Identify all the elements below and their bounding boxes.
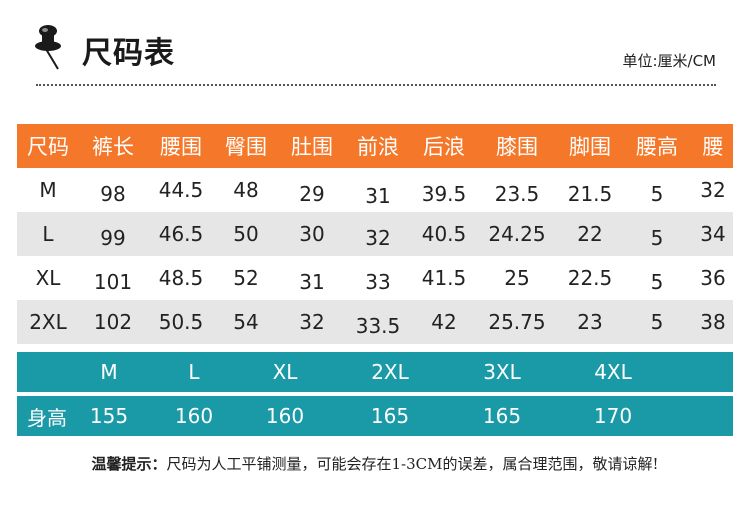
table-cell: 34 (700, 222, 726, 246)
table-cell: 50.5 (158, 310, 204, 334)
table-cell: 101 (93, 270, 133, 294)
size-cell: 3XL (483, 360, 521, 384)
height-cell: 165 (370, 404, 410, 428)
dotted-divider (36, 84, 716, 86)
page-title: 尺码表 (82, 36, 175, 71)
height-value-row: 身高 155 160 160 165 165 170 (17, 396, 733, 436)
table-row: XL 101 48.5 52 31 33 41.5 25 22.5 5 36 (17, 256, 733, 300)
table-row: L 99 46.5 50 30 32 40.5 24.25 22 5 34 (17, 212, 733, 256)
table-cell: 98 (100, 182, 126, 206)
table-cell: 48.5 (158, 266, 204, 290)
table-cell: 30 (299, 222, 325, 246)
table-cell: 5 (650, 226, 664, 250)
table-cell: 32 (365, 226, 391, 250)
table-cell: 25.75 (488, 310, 546, 334)
height-label: 身高 (27, 405, 67, 430)
table-cell: 48 (233, 178, 259, 202)
table-cell: 22 (577, 222, 603, 246)
table-cell: 5 (650, 182, 664, 206)
table-cell: 54 (233, 310, 259, 334)
table-cell: 2XL (29, 310, 67, 334)
table-row: 2XL 102 50.5 54 32 33.5 42 25.75 23 5 38 (17, 300, 733, 344)
size-cell: 4XL (594, 360, 632, 384)
height-cell: 160 (265, 404, 305, 428)
table-cell: 99 (100, 226, 126, 250)
table-cell: 32 (700, 178, 726, 202)
column-header: 脚围 (569, 135, 611, 159)
table-cell: 50 (233, 222, 259, 246)
column-header: 腰围 (160, 135, 202, 159)
size-table-header: 尺码 裤长 腰围 臀围 肚围 前浪 后浪 膝围 脚围 腰高 腰 (17, 124, 733, 168)
table-cell: 33.5 (355, 314, 401, 338)
height-cell: 170 (593, 404, 633, 428)
table-cell: 23.5 (494, 182, 540, 206)
table-cell: 32 (299, 310, 325, 334)
table-cell: 42 (431, 310, 457, 334)
table-cell: 41.5 (421, 266, 467, 290)
height-cell: 165 (482, 404, 522, 428)
table-row: M 98 44.5 48 29 31 39.5 23.5 21.5 5 32 (17, 168, 733, 212)
table-cell: XL (35, 266, 61, 290)
table-cell: 22.5 (567, 266, 613, 290)
table-cell: 36 (700, 266, 726, 290)
table-cell: 44.5 (158, 178, 204, 202)
table-cell: 31 (365, 184, 391, 208)
tip-note: 温馨提示：尺码为人工平铺测量，可能会存在1-3CM的误差，属合理范围，敬请谅解! (0, 453, 750, 474)
table-cell: 52 (233, 266, 259, 290)
column-header: 前浪 (357, 135, 399, 159)
size-cell: L (188, 360, 200, 384)
table-cell: 40.5 (421, 222, 467, 246)
table-cell: 31 (299, 270, 325, 294)
pushpin-icon (35, 25, 61, 70)
table-cell: 46.5 (158, 222, 204, 246)
height-cell: 155 (89, 404, 129, 428)
column-header: 臀围 (225, 135, 267, 159)
column-header: 后浪 (423, 135, 465, 159)
column-header: 裤长 (92, 135, 134, 159)
table-cell: 5 (650, 310, 664, 334)
table-cell: 39.5 (421, 182, 467, 206)
column-header: 腰 (702, 135, 724, 159)
size-cell: 2XL (371, 360, 409, 384)
table-cell: L (42, 222, 54, 246)
table-cell: 24.25 (488, 222, 546, 246)
height-cell: 160 (174, 404, 214, 428)
column-header: 肚围 (291, 135, 333, 159)
table-cell: 38 (700, 310, 726, 334)
unit-label: 单位:厘米/CM (622, 52, 716, 70)
column-header: 腰高 (636, 135, 678, 159)
tip-text: 尺码为人工平铺测量，可能会存在1-3CM的误差，属合理范围，敬请谅解! (166, 455, 659, 473)
table-cell: 102 (93, 310, 133, 334)
table-cell: 5 (650, 270, 664, 294)
table-cell: 21.5 (567, 182, 613, 206)
table-cell: 33 (365, 270, 391, 294)
size-table: 尺码 裤长 腰围 臀围 肚围 前浪 后浪 膝围 脚围 腰高 腰 M 98 44.… (17, 124, 733, 344)
column-header: 膝围 (496, 135, 538, 159)
size-cell: XL (272, 360, 298, 384)
table-cell: 25 (504, 266, 530, 290)
tip-label: 温馨提示： (91, 455, 167, 473)
table-cell: 23 (577, 310, 603, 334)
table-cell: 29 (299, 182, 325, 206)
table-cell: M (39, 178, 57, 202)
size-cell: M (100, 360, 118, 384)
column-header: 尺码 (27, 135, 69, 159)
height-size-row: M L XL 2XL 3XL 4XL (17, 352, 733, 392)
